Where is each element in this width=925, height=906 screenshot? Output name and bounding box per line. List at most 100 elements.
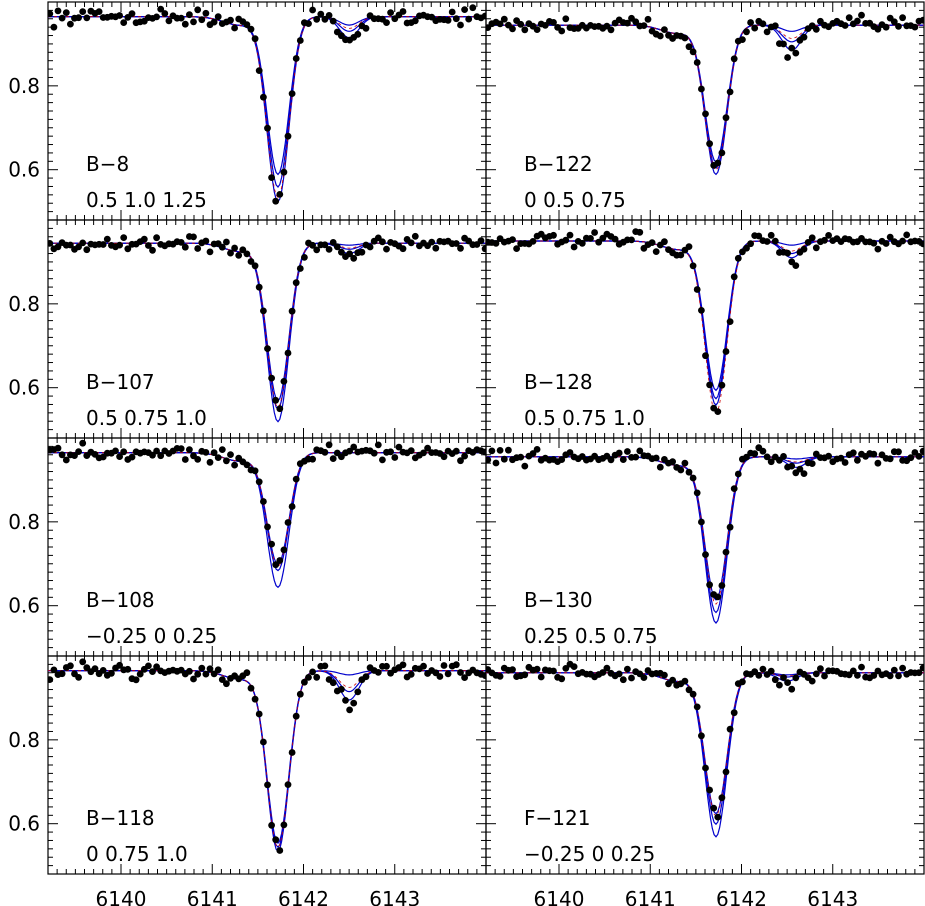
observed-point bbox=[157, 5, 165, 13]
observed-point bbox=[255, 283, 263, 291]
observed-point bbox=[558, 456, 566, 463]
observed-point bbox=[587, 235, 594, 242]
observed-point bbox=[661, 26, 668, 33]
observed-point bbox=[305, 674, 312, 681]
observed-point bbox=[751, 24, 759, 32]
observed-point bbox=[268, 821, 275, 829]
observed-point bbox=[702, 352, 709, 360]
observed-point bbox=[50, 23, 58, 31]
observed-point bbox=[387, 9, 394, 16]
panel-8: 6140 6141 6142 6143 F−121 −0.25 0 0.25 bbox=[485, 655, 925, 906]
observed-point bbox=[124, 665, 132, 673]
observed-point bbox=[788, 44, 796, 52]
observed-point bbox=[800, 245, 808, 253]
observed-point bbox=[763, 238, 771, 245]
observed-point bbox=[48, 676, 54, 683]
observed-point bbox=[656, 463, 664, 471]
observed-point bbox=[62, 456, 70, 464]
observed-point bbox=[284, 349, 292, 357]
observed-point bbox=[481, 672, 486, 679]
observed-point bbox=[821, 672, 828, 680]
abundance-label: 0 0.75 1.0 bbox=[86, 842, 188, 866]
observed-point bbox=[603, 664, 611, 672]
observed-point bbox=[677, 251, 685, 259]
observed-point bbox=[792, 49, 800, 57]
observed-point bbox=[714, 408, 722, 415]
observed-point bbox=[685, 468, 693, 476]
observed-point bbox=[874, 25, 882, 33]
observed-point bbox=[383, 245, 390, 253]
observed-point bbox=[730, 709, 738, 717]
plot-area bbox=[48, 439, 486, 589]
observed-point bbox=[407, 447, 415, 455]
observed-point bbox=[280, 168, 288, 176]
observed-point bbox=[767, 667, 775, 675]
observed-point bbox=[231, 461, 239, 469]
observed-point bbox=[899, 14, 906, 22]
observed-point bbox=[292, 712, 300, 720]
abundance-label: 0.5 0.75 1.0 bbox=[86, 406, 207, 430]
observed-point bbox=[177, 14, 185, 22]
observed-point bbox=[272, 197, 280, 205]
observed-point bbox=[255, 67, 263, 74]
observed-point bbox=[661, 671, 668, 679]
panel-2: B−122 0 0.5 0.75 bbox=[485, 1, 925, 221]
observed-point bbox=[120, 448, 128, 456]
observed-point bbox=[247, 25, 255, 33]
observed-point bbox=[370, 449, 378, 457]
observed-point bbox=[533, 26, 541, 33]
observed-point bbox=[194, 245, 202, 252]
observed-point bbox=[558, 675, 566, 683]
observed-point bbox=[837, 454, 845, 462]
observed-point bbox=[808, 234, 816, 242]
observed-point bbox=[759, 447, 767, 455]
observed-point bbox=[440, 453, 448, 461]
observed-point bbox=[599, 669, 607, 676]
observed-point bbox=[243, 21, 251, 28]
observed-point bbox=[718, 794, 726, 802]
observed-point bbox=[615, 670, 623, 678]
observed-point bbox=[383, 19, 390, 26]
observed-point bbox=[681, 459, 689, 467]
observed-point bbox=[702, 110, 709, 118]
observed-point bbox=[395, 443, 403, 451]
observed-point bbox=[895, 23, 902, 30]
observed-point bbox=[788, 685, 796, 693]
best-fit-line bbox=[486, 456, 924, 605]
observed-point bbox=[759, 20, 767, 28]
observed-point bbox=[112, 447, 119, 455]
observed-point bbox=[537, 673, 545, 681]
observed-point bbox=[747, 19, 754, 26]
observed-point bbox=[500, 15, 508, 23]
observed-point bbox=[550, 231, 557, 239]
observed-point bbox=[190, 233, 197, 241]
synthetic-line bbox=[48, 452, 486, 566]
observed-point bbox=[157, 452, 165, 460]
observed-point bbox=[301, 254, 308, 261]
star-label: B−107 bbox=[86, 370, 155, 394]
observed-point bbox=[325, 441, 333, 449]
observed-point bbox=[469, 4, 477, 12]
observed-point bbox=[677, 466, 685, 474]
y-tick-label: 0.6 bbox=[8, 376, 40, 400]
observed-point bbox=[145, 242, 152, 249]
observed-point bbox=[817, 665, 824, 673]
observed-point bbox=[570, 663, 578, 670]
observed-point bbox=[743, 28, 750, 36]
observed-point bbox=[79, 658, 87, 666]
observed-point bbox=[440, 662, 448, 669]
observed-point bbox=[562, 236, 570, 244]
observed-point bbox=[452, 15, 460, 23]
observed-point bbox=[714, 159, 722, 167]
observed-point bbox=[202, 237, 210, 245]
observed-point bbox=[792, 262, 800, 269]
observed-point bbox=[448, 8, 456, 16]
observed-point bbox=[743, 244, 750, 252]
observed-point bbox=[288, 307, 296, 315]
observed-point bbox=[305, 20, 312, 27]
observed-point bbox=[62, 9, 70, 16]
observed-point bbox=[264, 523, 271, 531]
synthetic-line bbox=[486, 24, 924, 169]
observed-point bbox=[870, 450, 878, 458]
observed-point bbox=[411, 232, 419, 240]
